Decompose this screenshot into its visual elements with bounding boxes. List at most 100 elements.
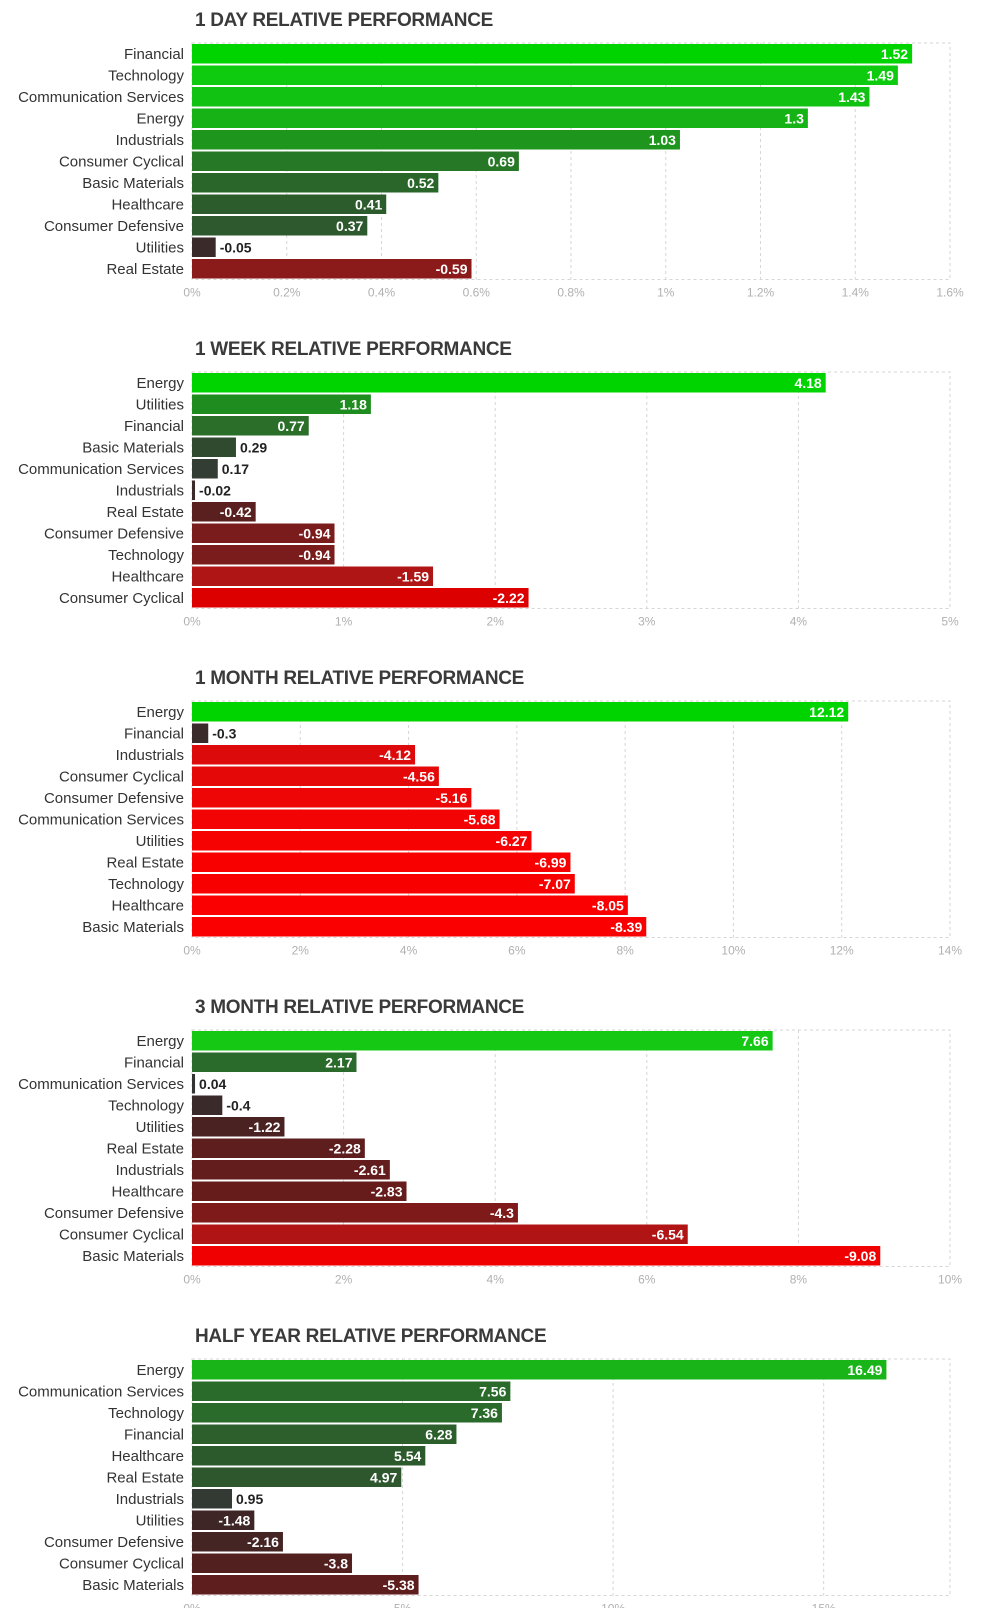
value-label: -1.48 xyxy=(218,1512,250,1528)
bar-chart-1-month: 0% 2% 4% 6% 8% 10% 12% 14% Energy 12.12 Financial -… xyxy=(18,700,962,958)
bar xyxy=(192,1117,285,1137)
x-tick-label: 1% xyxy=(335,615,353,629)
bar-chart-half-year: 0% 5% 10% 15% Energy 16.49 Communication Servi… xyxy=(18,1358,951,1608)
bar xyxy=(192,373,826,393)
bar xyxy=(192,394,371,414)
x-tick-label: 0.2% xyxy=(273,286,301,300)
category-label: Utilities xyxy=(136,833,184,850)
value-label: 0.37 xyxy=(336,218,363,234)
value-label: 0.29 xyxy=(240,439,267,455)
bar xyxy=(192,1203,518,1223)
bar xyxy=(192,523,335,543)
category-label: Communication Services xyxy=(18,1383,184,1400)
chart-panel-1-week: 1 WEEK RELATIVE PERFORMANCE 0% 1% 2% 3% 4% 5%… xyxy=(0,339,1001,639)
bar-chart-1-week: 0% 1% 2% 3% 4% 5% Energy 4.18 Utilities 1.18 Finan… xyxy=(18,371,959,629)
x-tick-label: 1.6% xyxy=(936,286,964,300)
category-label: Consumer Defensive xyxy=(44,525,184,542)
category-label: Consumer Cyclical xyxy=(59,1226,184,1243)
plot-frame xyxy=(191,1358,951,1596)
bar xyxy=(192,723,209,743)
category-label: Consumer Cyclical xyxy=(59,153,184,170)
x-tick-label: 0.8% xyxy=(557,286,585,300)
x-tick-label: 0% xyxy=(183,944,201,958)
value-label: -0.4 xyxy=(226,1097,250,1113)
value-label: -5.16 xyxy=(435,790,467,806)
x-tick-label: 4% xyxy=(400,944,418,958)
value-label: 7.36 xyxy=(471,1405,498,1421)
category-label: Real Estate xyxy=(106,1469,184,1486)
category-label: Real Estate xyxy=(106,504,184,521)
category-label: Communication Services xyxy=(18,1076,184,1093)
value-label: 4.18 xyxy=(794,375,821,391)
category-label: Financial xyxy=(124,46,184,63)
bar xyxy=(192,566,434,586)
x-tick-label: 8% xyxy=(616,944,634,958)
bar xyxy=(192,1381,511,1401)
value-label: 1.52 xyxy=(881,46,908,62)
bar xyxy=(192,44,913,64)
x-tick-label: 5% xyxy=(394,1602,412,1608)
bar xyxy=(192,831,532,851)
bar xyxy=(192,1246,881,1266)
bar xyxy=(192,1446,426,1466)
x-tick-label: 8% xyxy=(790,1273,808,1287)
bar xyxy=(192,852,571,872)
bar xyxy=(192,1532,283,1552)
chart-panel-1-month: 1 MONTH RELATIVE PERFORMANCE 0% 2% 4% 6% 8% 1… xyxy=(0,668,1001,968)
bar xyxy=(192,130,680,150)
value-label: -6.54 xyxy=(652,1226,684,1242)
bar xyxy=(192,437,236,457)
category-label: Basic Materials xyxy=(82,1248,184,1265)
chart-title: 1 MONTH RELATIVE PERFORMANCE xyxy=(195,668,525,689)
x-tick-label: 2% xyxy=(487,615,505,629)
bar xyxy=(192,1031,773,1051)
x-tick-label: 0% xyxy=(183,286,201,300)
category-label: Energy xyxy=(136,1362,184,1379)
value-label: 0.41 xyxy=(355,196,382,212)
x-tick-label: 0% xyxy=(183,1602,201,1608)
x-tick-label: 5% xyxy=(941,615,959,629)
value-label: 7.66 xyxy=(741,1033,768,1049)
bar xyxy=(192,1424,457,1444)
category-label: Industrials xyxy=(116,747,184,764)
category-label: Technology xyxy=(108,547,184,564)
chart-title: HALF YEAR RELATIVE PERFORMANCE xyxy=(195,1326,547,1347)
x-tick-label: 0% xyxy=(183,1273,201,1287)
category-label: Communication Services xyxy=(18,461,184,478)
value-label: 0.04 xyxy=(199,1076,226,1092)
value-label: -0.94 xyxy=(299,547,331,563)
value-label: 1.49 xyxy=(867,67,894,83)
category-label: Technology xyxy=(108,1097,184,1114)
x-tick-label: 2% xyxy=(292,944,310,958)
x-tick-label: 4% xyxy=(487,1273,505,1287)
value-label: 5.54 xyxy=(394,1448,421,1464)
category-label: Consumer Cyclical xyxy=(59,1555,184,1572)
value-label: -0.3 xyxy=(212,725,236,741)
value-label: 16.49 xyxy=(847,1362,882,1378)
category-label: Energy xyxy=(136,704,184,721)
category-label: Real Estate xyxy=(106,261,184,278)
bar xyxy=(192,216,368,236)
category-label: Consumer Defensive xyxy=(44,1534,184,1551)
value-label: -9.08 xyxy=(844,1248,876,1264)
bar xyxy=(192,480,196,500)
category-label: Utilities xyxy=(136,239,184,256)
category-label: Consumer Defensive xyxy=(44,218,184,235)
value-label: -2.16 xyxy=(247,1534,279,1550)
bar xyxy=(192,1095,223,1115)
x-tick-label: 6% xyxy=(508,944,526,958)
value-label: -0.05 xyxy=(220,239,252,255)
value-label: 0.69 xyxy=(488,153,515,169)
value-label: 6.28 xyxy=(425,1426,452,1442)
bar xyxy=(192,1553,353,1573)
category-label: Technology xyxy=(108,876,184,893)
bar xyxy=(192,745,416,765)
value-label: 1.3 xyxy=(784,110,804,126)
x-tick-label: 1% xyxy=(657,286,675,300)
x-tick-label: 10% xyxy=(938,1273,962,1287)
plot-frame xyxy=(191,371,951,609)
category-label: Communication Services xyxy=(18,89,184,106)
value-label: -8.05 xyxy=(592,897,624,913)
value-label: -0.94 xyxy=(299,525,331,541)
bar xyxy=(192,108,808,128)
